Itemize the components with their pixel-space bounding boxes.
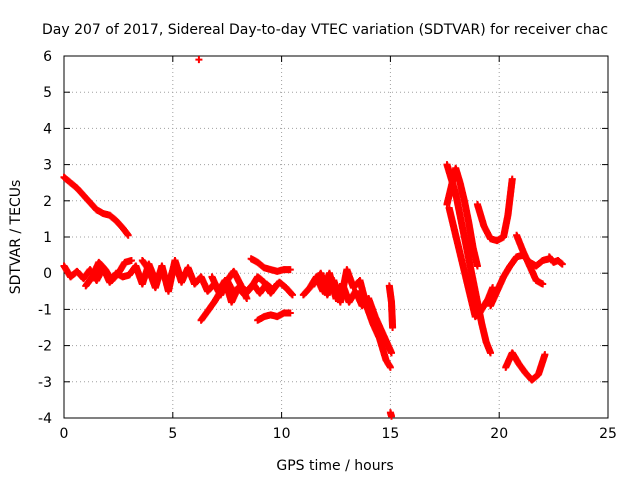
- series-trace-1: [60, 173, 132, 239]
- data-point: [127, 257, 135, 265]
- data-point: [387, 412, 395, 420]
- x-axis: 0 5 10 15 20 25: [60, 56, 617, 442]
- y-tick: -4: [38, 411, 608, 427]
- y-tick-label: 0: [43, 266, 52, 282]
- data-point: [178, 276, 186, 284]
- data-points: [60, 56, 566, 420]
- x-tick-label: 15: [381, 426, 399, 442]
- y-tick: 1: [43, 230, 608, 246]
- x-tick-label: 10: [273, 426, 291, 442]
- x-tick-label: 5: [168, 426, 177, 442]
- y-tick-label: 1: [43, 230, 52, 246]
- data-point: [386, 363, 394, 371]
- series-trace-19: [513, 231, 547, 288]
- y-axis-label: SDTVAR / TECUs: [8, 180, 24, 295]
- data-point: [486, 349, 494, 357]
- x-tick-label: 25: [599, 426, 617, 442]
- data-point: [473, 262, 481, 270]
- y-tick-label: 4: [43, 121, 52, 137]
- y-tick-label: 5: [43, 85, 52, 101]
- data-point: [508, 175, 516, 183]
- x-tick-label: 0: [60, 426, 69, 442]
- series-trace-11: [385, 282, 397, 331]
- data-point: [286, 309, 294, 317]
- grid-lines: [64, 56, 608, 418]
- x-tick: 20: [490, 56, 508, 442]
- data-point: [286, 266, 294, 274]
- series-trace-4: [138, 257, 186, 295]
- data-point: [273, 280, 281, 288]
- series-trace-20: [502, 349, 549, 384]
- data-point: [124, 231, 132, 239]
- y-tick: -2: [38, 339, 608, 355]
- y-tick: 2: [43, 194, 608, 210]
- data-point: [195, 56, 203, 64]
- x-tick: 10: [273, 56, 291, 442]
- y-tick-label: -4: [38, 411, 52, 427]
- series-trace-3: [82, 257, 135, 290]
- y-tick: 5: [43, 85, 608, 101]
- x-axis-label: GPS time / hours: [276, 458, 393, 474]
- data-point: [539, 280, 547, 288]
- data-point: [541, 351, 549, 359]
- y-tick-label: -2: [38, 339, 52, 355]
- series-trace-8: [254, 309, 294, 324]
- data-point: [389, 324, 397, 331]
- y-tick: 6: [43, 49, 608, 65]
- series-trace-18: [473, 175, 516, 245]
- y-axis: -4 -3 -2 -1 0 1 2 3 4 5 6: [38, 49, 608, 427]
- y-tick-label: -3: [38, 375, 52, 391]
- series-trace-7: [247, 255, 294, 275]
- x-tick: 25: [599, 56, 617, 442]
- series-trace-10: [310, 266, 394, 371]
- series-trace-21: [545, 253, 566, 268]
- x-tick: 5: [168, 56, 177, 442]
- y-tick-label: 3: [43, 158, 52, 174]
- y-tick: -3: [38, 375, 608, 391]
- y-tick: 4: [43, 121, 608, 137]
- data-point: [387, 349, 395, 357]
- chart-title: Day 207 of 2017, Sidereal Day-to-day VTE…: [42, 22, 608, 38]
- data-point: [288, 291, 296, 299]
- series-trace-15: [443, 164, 481, 270]
- y-tick-label: 2: [43, 194, 52, 210]
- y-tick: 3: [43, 158, 608, 174]
- series-trace-12: [386, 409, 395, 420]
- series-trace-17: [486, 251, 553, 310]
- y-tick: -1: [38, 302, 608, 318]
- series-trace-6: [208, 273, 281, 306]
- x-tick: 0: [60, 56, 69, 442]
- series-trace-16: [445, 204, 497, 321]
- series-trace-13: [195, 56, 203, 64]
- x-tick-label: 20: [490, 426, 508, 442]
- data-point: [489, 284, 497, 292]
- data-point: [558, 260, 566, 268]
- y-tick-label: 6: [43, 49, 52, 65]
- y-tick-label: -1: [38, 302, 52, 318]
